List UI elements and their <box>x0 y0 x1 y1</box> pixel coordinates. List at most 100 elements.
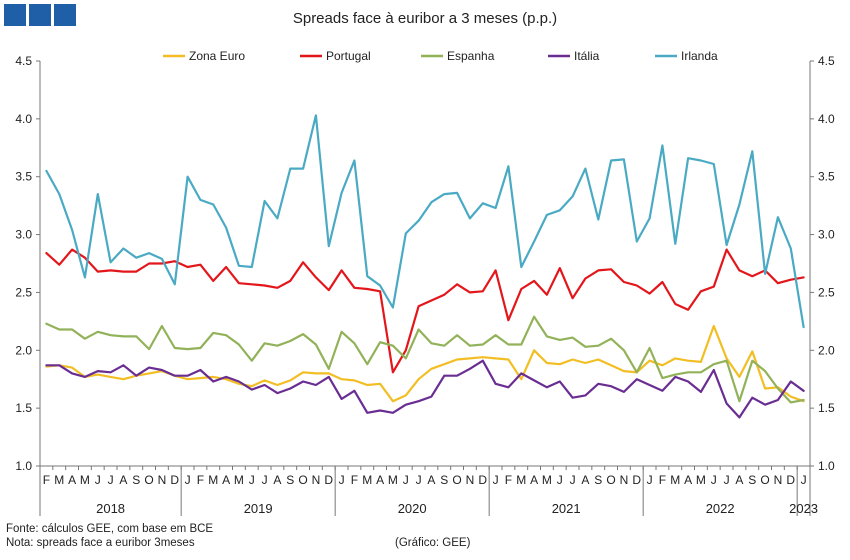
x-tick-label: M <box>696 473 706 487</box>
y-tick-label-left: 3.0 <box>15 228 32 242</box>
x-tick-label: J <box>493 473 499 487</box>
x-tick-label: M <box>234 473 244 487</box>
y-tick-label-left: 2.0 <box>15 343 32 357</box>
x-tick-label: M <box>670 473 680 487</box>
x-tick-label: M <box>80 473 90 487</box>
x-tick-label: D <box>632 473 641 487</box>
x-tick-label: M <box>208 473 218 487</box>
x-tick-label: M <box>516 473 526 487</box>
x-tick-label: F <box>197 473 204 487</box>
legend-label: Itália <box>574 49 600 63</box>
y-tick-label-left: 3.5 <box>15 170 32 184</box>
x-tick-label: J <box>249 473 255 487</box>
x-tick-label: A <box>68 473 76 487</box>
x-tick-label: M <box>542 473 552 487</box>
x-tick-label: J <box>339 473 345 487</box>
x-tick-label: J <box>801 473 807 487</box>
x-tick-label: D <box>786 473 795 487</box>
y-tick-label-left: 1.5 <box>15 401 32 415</box>
x-tick-label: O <box>298 473 307 487</box>
series-line <box>45 315 805 404</box>
x-tick-label: S <box>594 473 602 487</box>
x-tick-label: O <box>760 473 769 487</box>
x-tick-label: M <box>388 473 398 487</box>
x-tick-label: A <box>530 473 538 487</box>
logo-square <box>4 4 26 26</box>
legend-label: Portugal <box>326 49 371 63</box>
y-tick-label-right: 3.5 <box>818 170 835 184</box>
y-tick-label-right: 2.0 <box>818 343 835 357</box>
y-tick-label-left: 4.0 <box>15 112 32 126</box>
x-tick-label: M <box>54 473 64 487</box>
y-tick-label-right: 4.0 <box>818 112 835 126</box>
year-label: 2021 <box>552 501 581 516</box>
x-tick-label: N <box>312 473 321 487</box>
y-tick-label-right: 1.0 <box>818 459 835 473</box>
x-tick-label: D <box>478 473 487 487</box>
series-line <box>45 359 805 419</box>
x-tick-label: O <box>452 473 461 487</box>
series-line <box>45 248 805 374</box>
y-tick-label-right: 4.5 <box>818 54 835 68</box>
logo-square <box>54 4 76 26</box>
x-tick-label: J <box>108 473 114 487</box>
x-tick-label: J <box>416 473 422 487</box>
x-tick-label: A <box>273 473 281 487</box>
x-tick-label: A <box>376 473 384 487</box>
x-tick-label: N <box>158 473 167 487</box>
x-tick-label: A <box>684 473 692 487</box>
year-label: 2022 <box>706 501 735 516</box>
x-tick-label: O <box>606 473 615 487</box>
x-tick-label: F <box>351 473 358 487</box>
y-tick-label-left: 4.5 <box>15 54 32 68</box>
chart-credit: (Gráfico: GEE) <box>395 537 471 549</box>
y-tick-label-left: 1.0 <box>15 459 32 473</box>
x-tick-label: J <box>403 473 409 487</box>
legend-label: Zona Euro <box>189 49 245 63</box>
x-tick-label: J <box>557 473 563 487</box>
year-label: 2020 <box>398 501 427 516</box>
y-tick-label-right: 1.5 <box>818 401 835 415</box>
gee-logo <box>4 4 76 26</box>
y-tick-label-left: 2.5 <box>15 285 32 299</box>
y-tick-label-right: 3.0 <box>818 228 835 242</box>
legend-label: Irlanda <box>681 49 718 63</box>
series-line <box>45 114 805 329</box>
x-tick-label: J <box>95 473 101 487</box>
x-tick-label: J <box>711 473 717 487</box>
x-tick-label: M <box>362 473 372 487</box>
x-tick-label: S <box>132 473 140 487</box>
x-tick-label: A <box>735 473 743 487</box>
x-tick-label: F <box>659 473 666 487</box>
chart-title: Spreads face à euribor a 3 meses (p.p.) <box>292 10 558 27</box>
x-tick-label: A <box>427 473 435 487</box>
x-tick-label: O <box>144 473 153 487</box>
x-tick-label: J <box>724 473 730 487</box>
logo-square <box>29 4 51 26</box>
x-tick-label: A <box>581 473 589 487</box>
x-tick-label: J <box>185 473 191 487</box>
x-tick-label: S <box>286 473 294 487</box>
x-tick-label: N <box>774 473 783 487</box>
x-tick-label: A <box>119 473 127 487</box>
year-label: 2019 <box>244 501 273 516</box>
methodology-note: Nota: spreads face a euribor 3meses <box>6 537 195 549</box>
x-tick-label: D <box>170 473 179 487</box>
x-tick-label: N <box>620 473 629 487</box>
source-note: Fonte: cálculos GEE, com base em BCE <box>6 523 214 535</box>
legend-label: Espanha <box>447 49 495 63</box>
x-tick-label: F <box>43 473 50 487</box>
x-tick-label: F <box>505 473 512 487</box>
x-tick-label: J <box>570 473 576 487</box>
x-tick-label: A <box>222 473 230 487</box>
x-tick-label: S <box>440 473 448 487</box>
y-tick-label-right: 2.5 <box>818 285 835 299</box>
year-label: 2023 <box>789 501 818 516</box>
x-tick-label: J <box>262 473 268 487</box>
x-tick-label: N <box>466 473 475 487</box>
x-tick-label: D <box>324 473 333 487</box>
x-tick-label: J <box>647 473 653 487</box>
year-label: 2018 <box>96 501 125 516</box>
x-tick-label: S <box>748 473 756 487</box>
